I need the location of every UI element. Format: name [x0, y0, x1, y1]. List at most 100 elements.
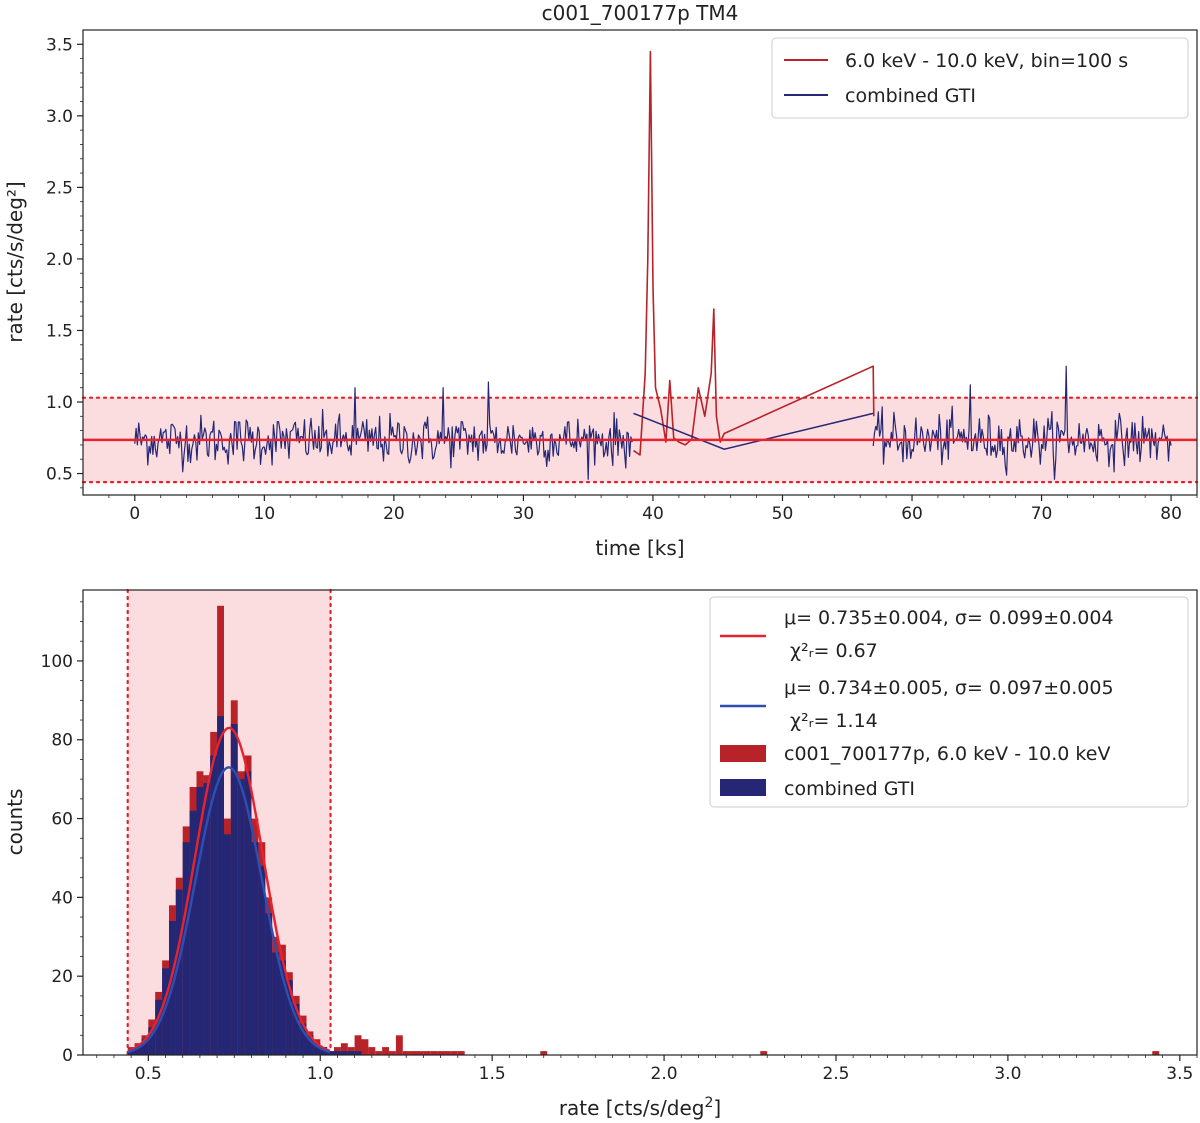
navy-histogram-bar: [354, 1051, 362, 1055]
navy-histogram-bar: [182, 842, 190, 1055]
fit-red-curve: [127, 726, 331, 1053]
red-histogram-bar: [375, 1051, 383, 1055]
top-legend-navy-label: combined GTI: [845, 85, 976, 107]
legend-fit-red-line2: χ²ᵣ= 0.67: [790, 640, 878, 662]
legend-fit-blue-line1: μ= 0.734±0.005, σ= 0.097±0.005: [784, 677, 1114, 699]
bottom-y-tick-label: 0: [62, 1046, 73, 1066]
top-plot-frame: [82, 29, 1198, 496]
navy-histogram-bar: [272, 952, 279, 1055]
top-x-axis-label: time [ks]: [595, 536, 684, 560]
top-y-ticks: 0.5 1.0 1.5 2.0 2.5 3.0 3.5: [46, 35, 83, 489]
legend-fit-blue-line2: χ²ᵣ= 1.14: [790, 710, 878, 732]
bottom-x-tick-label: 1.0: [307, 1064, 334, 1084]
navy-histogram-bar: [175, 889, 183, 1055]
top-y-tick-label: 0.5: [46, 465, 73, 485]
red-histogram-bar: [1152, 1051, 1160, 1055]
red-histogram-bar: [389, 1051, 396, 1055]
legend-navy-hist-swatch: [720, 779, 766, 796]
navy-histogram-bar: [217, 716, 224, 1055]
bottom-y-axis-label: counts: [3, 789, 27, 856]
bottom-legend-box: [709, 596, 1189, 808]
bottom-y-tick-label: 20: [51, 967, 73, 987]
red-histogram-bar: [382, 1047, 389, 1055]
top-series-group: [83, 50, 1197, 480]
navy-histogram-bar: [292, 1003, 300, 1055]
top-x-tick-label: 0: [129, 504, 140, 524]
top-x-tick-label: 10: [254, 504, 276, 524]
navy-histogram-bar: [127, 1051, 135, 1055]
red-histogram-bar: [437, 1051, 444, 1055]
navy-histogram-bar: [155, 999, 163, 1055]
red-histogram-bar: [334, 1047, 341, 1055]
red-histogram-bar: [340, 1043, 348, 1055]
red-histogram-bar: [540, 1051, 548, 1055]
top-legend-red-label: 6.0 keV - 10.0 keV, bin=100 s: [845, 50, 1128, 72]
legend-fit-red-line1: μ= 0.735±0.004, σ= 0.099±0.004: [784, 607, 1114, 629]
bottom-y-tick-label: 40: [51, 888, 73, 908]
navy-histogram-bar: [203, 783, 211, 1055]
top-x-tick-label: 40: [642, 504, 664, 524]
navy-histogram-bar: [258, 865, 266, 1055]
navy-histogram-bar: [347, 1051, 355, 1055]
navy-histogram-bar: [196, 787, 204, 1055]
legend-red-hist-swatch: [720, 745, 766, 762]
red-histogram-bar: [423, 1051, 431, 1055]
top-y-tick-label: 2.0: [46, 250, 73, 270]
red-histogram-bar: [416, 1051, 424, 1055]
bottom-x-tick-label: 3.5: [1166, 1064, 1193, 1084]
bottom-y-tick-label: 100: [41, 652, 73, 672]
top-x-ticks: 0 10 20 30 40 50 60 70 80: [108, 495, 1198, 524]
bottom-x-tick-label: 2.0: [651, 1064, 678, 1084]
bottom-x-tick-label: 2.5: [822, 1064, 849, 1084]
navy-histogram-bar: [313, 1043, 321, 1055]
top-x-tick-label: 80: [1160, 504, 1182, 524]
bottom-x-tick-label: 0.5: [135, 1064, 162, 1084]
navy-histogram-bar: [141, 1039, 149, 1055]
lightcurve-panel: 0 10 20 30 40 50 60 70 80 0.51.01.52.02.53.03.5 …: [3, 1, 1199, 560]
legend-red-hist-label: c001_700177p, 6.0 keV - 10.0 keV: [784, 743, 1110, 765]
bottom-legend: μ= 0.735±0.004, σ= 0.099±0.004 χ²ᵣ= 0.67…: [709, 596, 1189, 808]
top-y-tick-label: 1.0: [46, 393, 73, 413]
navy-histogram-bar: [265, 913, 273, 1055]
navy-histogram-bar: [210, 755, 218, 1055]
navy-histogram-bar: [334, 1051, 341, 1055]
navy-histogram: [127, 716, 362, 1055]
bottom-x-tick-label: 3.0: [994, 1064, 1021, 1084]
navy-histogram-bar: [237, 779, 245, 1055]
red-histogram-bar: [430, 1051, 438, 1055]
navy-histogram-bar: [306, 1035, 314, 1055]
top-legend: 6.0 keV - 10.0 keV, bin=100 s combined G…: [771, 37, 1189, 119]
legend-navy-hist-label: combined GTI: [784, 778, 915, 800]
navy-histogram-bar: [162, 968, 169, 1055]
top-legend-box: [771, 37, 1189, 119]
top-y-tick-label: 2.5: [46, 178, 73, 198]
gaussian-fits: [127, 726, 331, 1054]
top-chart-title: c001_700177p TM4: [542, 1, 739, 25]
top-y-tick-label: 3.0: [46, 107, 73, 127]
top-x-tick-label: 60: [901, 504, 923, 524]
bottom-y-tick-label: 80: [51, 731, 73, 751]
top-x-tick-label: 30: [513, 504, 535, 524]
navy-histogram-bar: [285, 980, 293, 1055]
navy-gap-line: [633, 412, 874, 450]
top-y-tick-label: 1.5: [46, 321, 73, 341]
navy-histogram-bar: [148, 1027, 156, 1055]
top-x-tick-label: 50: [772, 504, 794, 524]
bottom-y-tick-label: 60: [51, 810, 73, 830]
red-series-line: [633, 50, 875, 456]
navy-series-line: [134, 381, 633, 480]
bottom-x-tick-label: 1.5: [479, 1064, 506, 1084]
red-histogram-bar: [450, 1051, 458, 1055]
red-histogram-bar: [760, 1051, 768, 1055]
navy-series-line: [872, 365, 1172, 480]
red-histogram-bar: [457, 1051, 465, 1055]
navy-histogram-bar: [230, 724, 238, 1055]
bottom-x-axis-label: rate [cts/s/deg2]: [559, 1095, 721, 1120]
top-y-tick-label: 3.5: [46, 35, 73, 55]
navy-histogram-bar: [251, 842, 259, 1055]
red-histogram-bar: [395, 1035, 403, 1055]
navy-histogram-bar: [244, 771, 252, 1055]
top-x-tick-label: 20: [383, 504, 405, 524]
fit-blue-curve: [127, 766, 331, 1054]
